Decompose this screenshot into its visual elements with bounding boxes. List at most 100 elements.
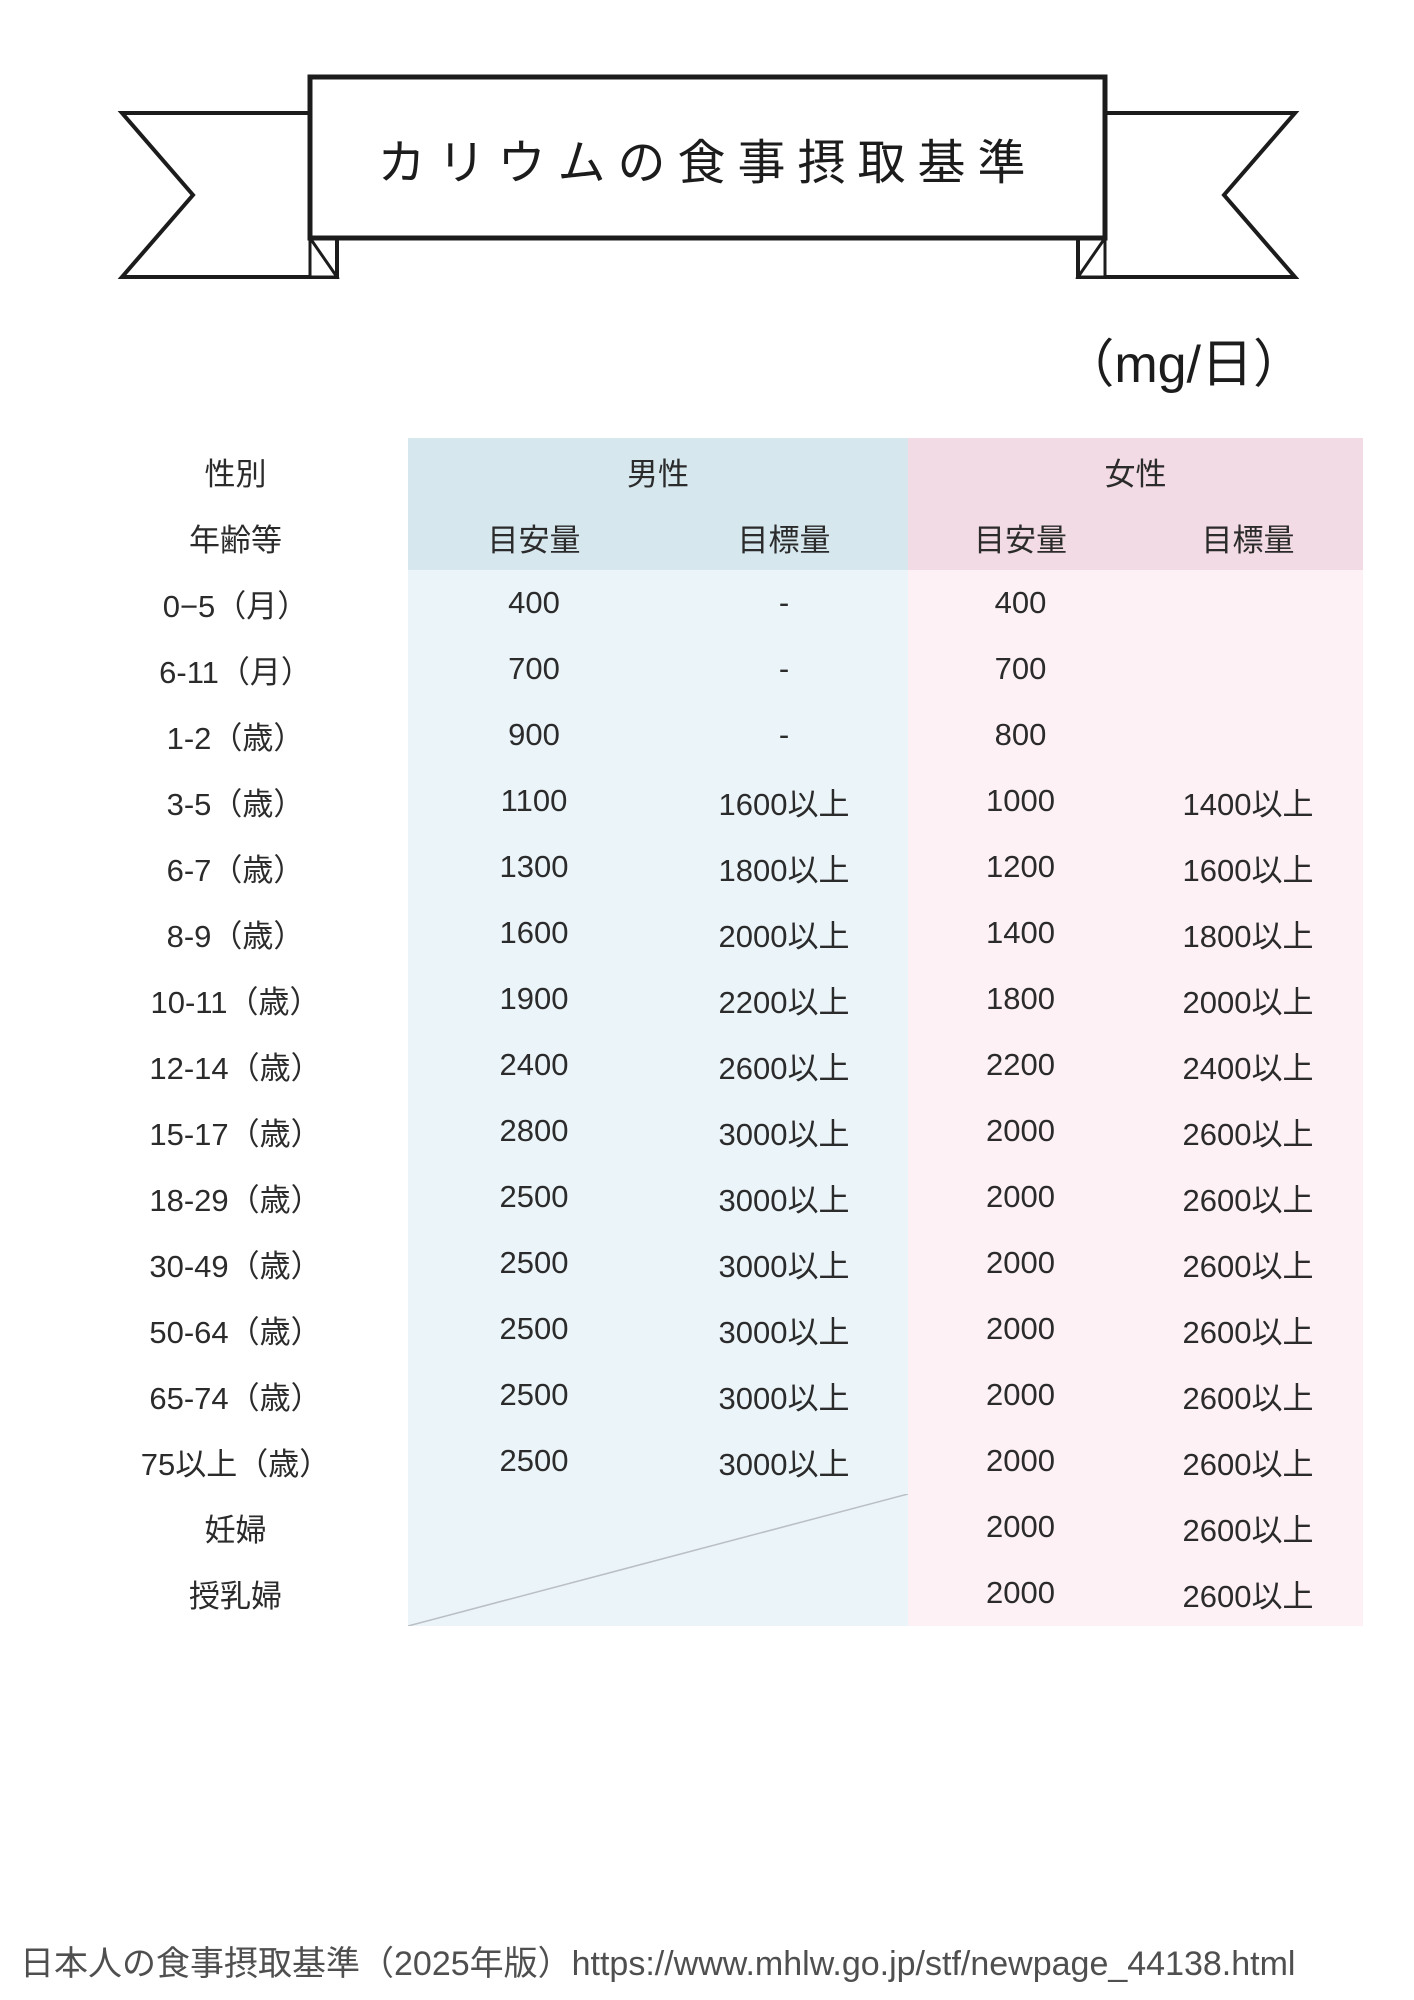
female-dg-cell: 1800以上 <box>1133 900 1363 966</box>
female-dg-cell: 2600以上 <box>1133 1296 1363 1362</box>
female-ai-cell: 2000 <box>908 1494 1133 1560</box>
male-dg-cell: 3000以上 <box>660 1296 908 1362</box>
page-title: カリウムの食事摂取基準 <box>377 136 1038 190</box>
age-cell: 1-2（歳） <box>63 702 408 768</box>
female-dg-cell <box>1133 570 1363 636</box>
male-ai-cell: 2500 <box>408 1362 660 1428</box>
female-dg-cell: 2600以上 <box>1133 1560 1363 1626</box>
female-ai-cell: 2000 <box>908 1098 1133 1164</box>
gender-header-cell: 性別 <box>63 438 408 504</box>
age-cell: 65-74（歳） <box>63 1362 408 1428</box>
male-ai-cell: 900 <box>408 702 660 768</box>
header-row-columns: 年齢等 目安量 目標量 目安量 目標量 <box>63 504 1363 570</box>
age-cell: 授乳婦 <box>63 1560 408 1626</box>
male-ai-cell: 2500 <box>408 1296 660 1362</box>
female-ai-cell: 1800 <box>908 966 1133 1032</box>
age-cell: 12-14（歳） <box>63 1032 408 1098</box>
female-ai-cell: 2000 <box>908 1164 1133 1230</box>
female-ai-cell: 2000 <box>908 1560 1133 1626</box>
age-row: 50-64（歳） 2500 3000以上 2000 2600以上 <box>63 1296 1363 1362</box>
row-pregnant: 妊婦 2000 2600以上 <box>63 1494 1363 1626</box>
male-ai-cell: 1600 <box>408 900 660 966</box>
age-cell: 30-49（歳） <box>63 1230 408 1296</box>
age-cell: 75以上（歳） <box>63 1428 408 1494</box>
female-ai-cell: 2000 <box>908 1230 1133 1296</box>
age-cell: 50-64（歳） <box>63 1296 408 1362</box>
male-ai-cell: 400 <box>408 570 660 636</box>
female-header-cell: 女性 <box>908 438 1363 504</box>
male-ai-cell: 2500 <box>408 1164 660 1230</box>
row-lactating: 授乳婦 2000 2600以上 <box>63 1560 1363 1626</box>
age-cell: 6-11（月） <box>63 636 408 702</box>
age-header-cell: 年齢等 <box>189 522 282 558</box>
age-row: 1-2（歳） 900-800 <box>63 702 1363 768</box>
header-row-gender: 性別 男性 女性 <box>63 438 1363 504</box>
male-dg-cell: 2200以上 <box>660 966 908 1032</box>
male-ai-cell: 2500 <box>408 1230 660 1296</box>
female-dg-cell: 2600以上 <box>1133 1164 1363 1230</box>
age-cell: 6-7（歳） <box>63 834 408 900</box>
male-header-cell: 男性 <box>408 438 908 504</box>
age-row: 10-11（歳） 1900 2200以上 1800 2000以上 <box>63 966 1363 1032</box>
male-ai-header-cell: 目安量 <box>408 504 660 570</box>
age-cell: 3-5（歳） <box>63 768 408 834</box>
male-ai-cell: 2800 <box>408 1098 660 1164</box>
male-dg-cell: 2000以上 <box>660 900 908 966</box>
female-dg-header-cell: 目標量 <box>1133 504 1363 570</box>
female-ai-cell: 1400 <box>908 900 1133 966</box>
female-dg-cell: 1400以上 <box>1133 768 1363 834</box>
age-row: 18-29（歳） 2500 3000以上 2000 2600以上 <box>63 1164 1363 1230</box>
age-row: 3-5（歳） 1100 1600以上 1000 1400以上 <box>63 768 1363 834</box>
age-cell: 妊婦 <box>63 1494 408 1560</box>
age-cell: 8-9（歳） <box>63 900 408 966</box>
female-dg-cell: 2600以上 <box>1133 1428 1363 1494</box>
female-ai-cell: 1200 <box>908 834 1133 900</box>
male-dg-cell: 1800以上 <box>660 834 908 900</box>
male-ai-cell: 1300 <box>408 834 660 900</box>
female-ai-cell: 2200 <box>908 1032 1133 1098</box>
age-row: 8-9（歳） 1600 2000以上 1400 1800以上 <box>63 900 1363 966</box>
unit-label: （mg/日） <box>1062 336 1305 394</box>
male-ai-cell: 700 <box>408 636 660 702</box>
female-dg-cell: 1600以上 <box>1133 834 1363 900</box>
title-ribbon <box>117 74 1300 279</box>
age-row: 0−5（月） 400-400 <box>63 570 1363 636</box>
age-row: 75以上（歳） 2500 3000以上 2000 2600以上 <box>63 1428 1363 1494</box>
male-ai-cell: 1900 <box>408 966 660 1032</box>
female-ai-cell: 1000 <box>908 768 1133 834</box>
female-ai-cell: 2000 <box>908 1428 1133 1494</box>
diagonal-line <box>408 1494 908 1626</box>
female-ai-cell: 800 <box>908 702 1133 768</box>
age-row: 12-14（歳） 2400 2600以上 2200 2400以上 <box>63 1032 1363 1098</box>
female-dg-cell <box>1133 702 1363 768</box>
female-ai-cell: 2000 <box>908 1362 1133 1428</box>
male-dg-cell: 3000以上 <box>660 1428 908 1494</box>
intake-table: 性別 男性 女性 年齢等 目安量 目標量 目安量 目標量 0−5（月） 400-4… <box>63 438 1363 1626</box>
male-dg-cell: - <box>660 570 908 636</box>
age-cell: 15-17（歳） <box>63 1098 408 1164</box>
male-dg-cell: - <box>660 702 908 768</box>
female-dg-cell: 2000以上 <box>1133 966 1363 1032</box>
ribbon-fold-right <box>1075 233 1107 279</box>
male-dg-header-cell: 目標量 <box>660 504 908 570</box>
male-ai-cell: 2500 <box>408 1428 660 1494</box>
age-row: 65-74（歳） 2500 3000以上 2000 2600以上 <box>63 1362 1363 1428</box>
male-ai-cell: 1100 <box>408 768 660 834</box>
male-dg-cell: 2600以上 <box>660 1032 908 1098</box>
female-dg-cell: 2600以上 <box>1133 1098 1363 1164</box>
ribbon-fold-left <box>308 233 340 279</box>
female-dg-cell <box>1133 636 1363 702</box>
female-ai-cell: 700 <box>908 636 1133 702</box>
female-ai-cell: 2000 <box>908 1296 1133 1362</box>
male-dg-cell: 3000以上 <box>660 1164 908 1230</box>
age-cell: 18-29（歳） <box>63 1164 408 1230</box>
age-row: 30-49（歳） 2500 3000以上 2000 2600以上 <box>63 1230 1363 1296</box>
merged-empty-cell <box>408 1494 908 1626</box>
age-row: 6-11（月） 700-700 <box>63 636 1363 702</box>
male-dg-cell: 3000以上 <box>660 1098 908 1164</box>
female-ai-header-cell: 目安量 <box>908 504 1133 570</box>
female-dg-cell: 2600以上 <box>1133 1230 1363 1296</box>
male-ai-cell: 2400 <box>408 1032 660 1098</box>
ribbon-panel <box>307 74 1108 241</box>
